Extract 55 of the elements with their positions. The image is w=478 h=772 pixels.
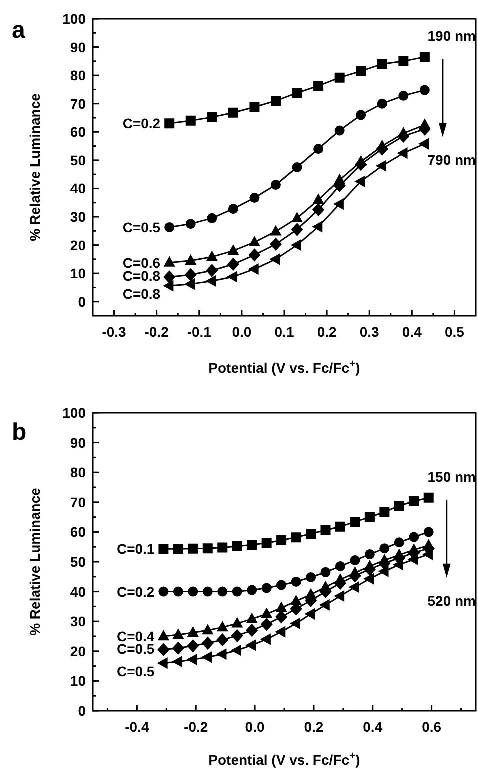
series-label: C=0.2 [122, 116, 161, 132]
x-tick-label: -0.3 [102, 324, 127, 340]
series-label: C=0.8 [122, 268, 161, 284]
x-tick-label: 0.4 [402, 324, 422, 340]
y-tick-label: 80 [70, 68, 86, 84]
annotation: 520 nm [428, 592, 476, 609]
x-tick-label: -0.2 [144, 324, 170, 340]
series-label: C=0.5 [122, 219, 161, 236]
series-label: C=0.8 [122, 286, 161, 302]
y-tick-label: 100 [62, 11, 86, 27]
y-tick-label: 80 [70, 464, 86, 481]
annotation: 150 nm [428, 468, 476, 485]
y-tick-label: 90 [70, 434, 86, 451]
x-tick-label: 0.4 [363, 719, 383, 735]
x-axis-title: Potential (V vs. Fc/Fc$^{+}$) [208, 358, 360, 376]
annotation: 190 nm [428, 28, 476, 44]
chart-title: a [12, 17, 26, 44]
y-tick-label: 40 [70, 180, 86, 197]
y-tick-label: 0 [78, 294, 86, 310]
x-tick-label: 0.5 [444, 324, 465, 340]
x-tick-label: -0.4 [125, 719, 150, 735]
y-axis-title: % Relative Luminance [27, 488, 43, 636]
y-tick-label: 60 [70, 124, 86, 140]
y-tick-label: 0 [78, 703, 86, 719]
series-label: C=0.1 [116, 541, 155, 558]
series-label: C=0.2 [116, 584, 155, 600]
y-tick-label: 20 [70, 643, 86, 660]
y-axis-title: % Relative Luminance [27, 93, 43, 242]
x-tick-label: -0.1 [187, 324, 212, 340]
x-tick-label: 0.0 [232, 324, 252, 340]
x-tick-label: 0.6 [422, 719, 442, 735]
y-tick-label: 90 [70, 39, 86, 56]
chart-title: b [12, 419, 27, 446]
y-tick-label: 20 [70, 237, 86, 254]
y-tick-label: 50 [70, 152, 86, 168]
y-tick-label: 30 [70, 614, 86, 630]
x-tick-label: 0.2 [304, 719, 324, 735]
x-tick-label: -0.2 [184, 719, 208, 735]
y-tick-label: 40 [70, 584, 86, 600]
y-tick-label: 70 [70, 96, 86, 112]
annotation: 790 nm [428, 152, 476, 168]
y-tick-label: 50 [70, 554, 86, 570]
series-label: C=0.5 [116, 663, 155, 680]
y-tick-label: 10 [70, 266, 86, 282]
y-tick-label: 30 [70, 209, 86, 225]
x-tick-label: 0.2 [317, 324, 337, 340]
series-label: C=0.6 [122, 254, 161, 271]
x-tick-label: 0.0 [245, 719, 265, 735]
x-tick-label: 0.3 [360, 324, 380, 340]
y-tick-label: 100 [62, 405, 86, 421]
y-tick-label: 60 [70, 524, 86, 540]
x-axis-title: Potential (V vs. Fc/Fc$^{+}$) [208, 750, 360, 768]
x-tick-label: 0.1 [274, 324, 294, 340]
y-tick-label: 10 [70, 673, 86, 690]
y-tick-label: 70 [70, 494, 86, 510]
